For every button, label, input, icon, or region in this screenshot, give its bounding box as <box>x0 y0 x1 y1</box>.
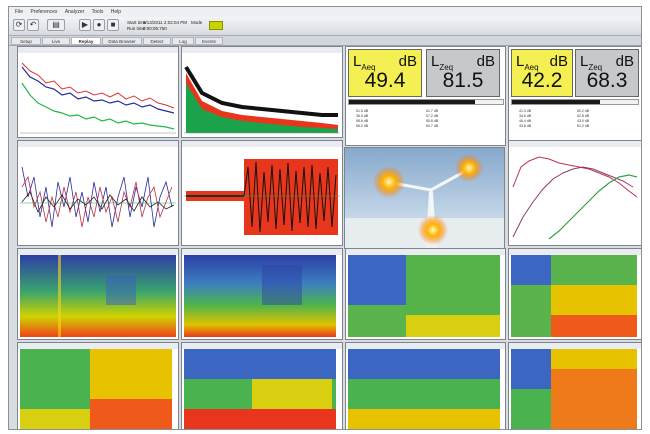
time-history-plot[interactable] <box>17 140 179 246</box>
tab-bar: Setup Live Replay Data Browser Detect Lo… <box>9 36 641 46</box>
level-meter-1: LAeq dB 49.4 LZeq dB 81.5 51.5 dB 61.7 dB… <box>345 46 506 146</box>
panel-title <box>182 343 342 349</box>
laeq-display: LAeq dB 49.4 <box>348 49 422 97</box>
menu-file[interactable]: File <box>15 9 24 15</box>
tab-replay[interactable]: Replay <box>71 37 101 45</box>
lzeq-label: LZeq <box>431 53 454 72</box>
tab-data-browser[interactable]: Data Browser <box>102 37 142 45</box>
tab-live[interactable]: Live <box>42 37 70 45</box>
stop-icon[interactable]: ■ <box>107 19 119 31</box>
level-meter-2: LAeq dB 42.2 LZeq dB 68.3 41.3 dB 60.2 dB… <box>508 46 641 146</box>
play-icon[interactable]: ▶ <box>79 19 91 31</box>
lzeq-value: 81.5 <box>442 69 484 92</box>
tab-detect[interactable]: Detect <box>143 37 171 45</box>
status-indicator <box>209 21 223 30</box>
laeq-label: LAeq <box>516 53 539 72</box>
record-icon[interactable]: ● <box>93 19 105 31</box>
spectrogram-chart-8 <box>511 349 637 429</box>
time-history-chart <box>20 166 176 228</box>
back-icon[interactable]: ↶ <box>27 19 39 31</box>
menu-help[interactable]: Help <box>110 9 122 15</box>
curve-chart <box>512 156 638 240</box>
mode-label: Mode <box>191 20 203 25</box>
spectrogram-chart-6 <box>184 349 336 429</box>
level-bar <box>348 99 504 105</box>
toolbar: ⟳ ↶ ▤ ▶ ● ■ Start time 6/13/2011 2:02:04… <box>9 17 641 36</box>
level-bar <box>511 99 639 105</box>
panel-title <box>346 343 505 349</box>
lzeq-label: LZeq <box>580 53 603 72</box>
panel-title <box>509 141 641 147</box>
spectrum-chart-2 <box>184 65 340 134</box>
panel-title <box>346 249 505 255</box>
analyzer-window: File Preferences Analyzer Tools Help ⟳ ↶… <box>8 6 642 430</box>
laeq-value: 42.2 <box>521 69 563 92</box>
panel-title <box>182 249 342 255</box>
laeq-display: LAeq dB 42.2 <box>511 49 573 97</box>
panel-title <box>18 47 178 53</box>
panel-title <box>18 249 178 255</box>
spectrogram-8[interactable] <box>508 342 641 429</box>
panel-title <box>182 47 342 53</box>
lzeq-value: 68.3 <box>586 69 628 92</box>
spectrum-plot-2[interactable] <box>181 46 343 138</box>
refresh-icon[interactable]: ⟳ <box>13 19 25 31</box>
panel-title <box>18 343 178 349</box>
tab-setup[interactable]: Setup <box>11 37 41 45</box>
spectrogram-chart-1 <box>20 255 176 337</box>
panel-title <box>509 343 641 349</box>
chart-icon[interactable]: ▤ <box>47 19 65 31</box>
panel-title <box>18 141 178 147</box>
tab-events[interactable]: Events <box>195 37 223 45</box>
menu-tools[interactable]: Tools <box>91 9 104 15</box>
spectrogram-chart-3 <box>348 255 500 337</box>
spectrogram-3[interactable] <box>345 248 506 340</box>
spectrogram-7[interactable] <box>345 342 506 429</box>
meter-table: 51.5 dB 61.7 dB 36.9 dB 57.2 dB 58.6 dB 55.… <box>356 109 439 128</box>
lzeq-display: LZeq dB 81.5 <box>426 49 500 97</box>
lzeq-display: LZeq dB 68.3 <box>575 49 639 97</box>
meter-table: 41.3 dB 60.2 dB 34.6 dB 52.8 dB 46.4 dB 43.… <box>519 109 590 128</box>
tab-log[interactable]: Log <box>172 37 194 45</box>
waveform-chart <box>184 159 340 235</box>
spectrogram-chart-7 <box>348 349 500 429</box>
panel-title <box>509 249 641 255</box>
run-time-value: 0:00:05:750 <box>143 26 167 31</box>
laeq-label: LAeq <box>353 53 376 72</box>
menu-bar: File Preferences Analyzer Tools Help <box>9 7 641 17</box>
menu-analyzer[interactable]: Analyzer <box>64 9 85 15</box>
start-time-label: Start time <box>127 20 147 25</box>
spectrogram-4[interactable] <box>508 248 641 340</box>
wind-turbine-photo <box>344 147 505 249</box>
waveform-plot[interactable] <box>181 140 343 246</box>
spectrum-chart-1 <box>20 62 176 134</box>
spectrogram-5[interactable] <box>17 342 179 429</box>
spectrogram-chart-5 <box>20 349 172 429</box>
spectrogram-6[interactable] <box>181 342 343 429</box>
spectrogram-2[interactable] <box>181 248 343 340</box>
laeq-value: 49.4 <box>364 69 406 92</box>
start-time-value: 6/13/2011 2:02:04 PM <box>143 20 187 25</box>
spectrogram-chart-4 <box>511 255 637 337</box>
menu-preferences[interactable]: Preferences <box>30 9 58 15</box>
spectrum-plot-1[interactable] <box>17 46 179 138</box>
spectrogram-1[interactable] <box>17 248 179 340</box>
laeq-unit: dB <box>398 53 417 70</box>
panel-title <box>182 141 342 147</box>
curve-plot[interactable] <box>508 140 641 246</box>
lzeq-unit: dB <box>476 53 495 70</box>
laeq-unit: dB <box>549 53 568 70</box>
wind-turbine-image <box>345 154 504 248</box>
lzeq-unit: dB <box>615 53 634 70</box>
run-time-label: Run time <box>127 26 146 31</box>
spectrogram-chart-2 <box>184 255 336 337</box>
